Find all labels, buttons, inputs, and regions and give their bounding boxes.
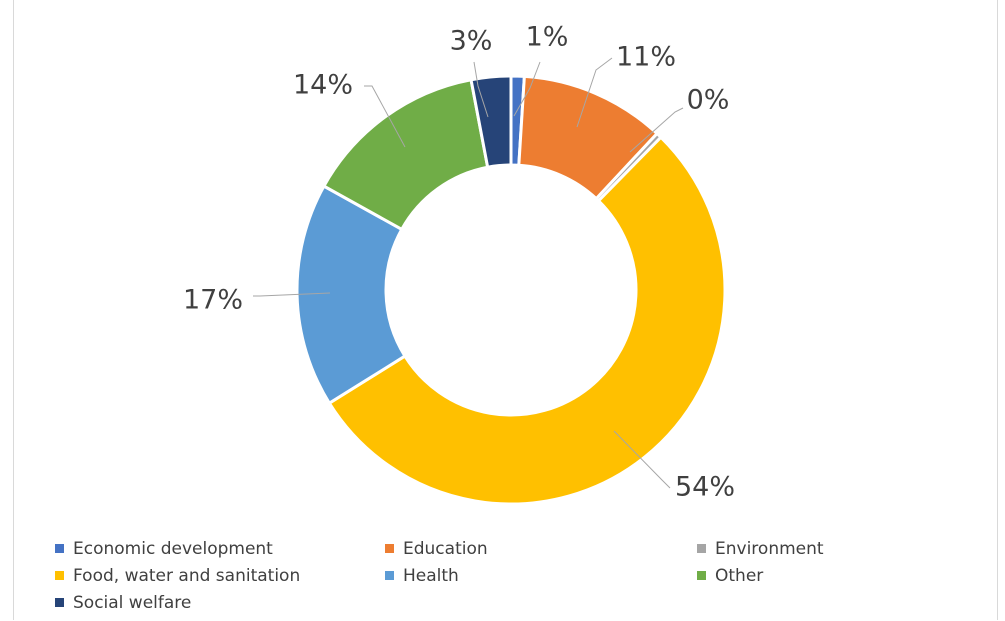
leader-line (253, 292, 331, 297)
data-label: 14% (293, 70, 353, 101)
donut-slices (295, 74, 727, 506)
data-label: 11% (616, 42, 676, 73)
legend-item: Health (385, 564, 697, 587)
data-label: 17% (183, 285, 243, 316)
legend-swatch (385, 544, 394, 553)
donut-slice-social-welfare (469, 74, 513, 169)
leader-lines (253, 57, 684, 489)
legend-label: Environment (715, 538, 824, 559)
legend-item: Other (697, 564, 975, 587)
legend-item: Education (385, 537, 697, 560)
legend-item: Food, water and sanitation (55, 564, 385, 587)
legend-label: Health (403, 565, 459, 586)
donut-slice-food-water-and-sanitation (327, 135, 727, 506)
leader-line (576, 57, 613, 128)
legend-swatch (697, 571, 706, 580)
leader-line (473, 61, 489, 118)
legend-item: Economic development (55, 537, 385, 560)
leader-line (613, 430, 671, 489)
legend-label: Other (715, 565, 764, 586)
legend-swatch (385, 571, 394, 580)
data-label: 0% (687, 85, 730, 116)
legend-item: Social welfare (55, 591, 385, 614)
leader-line (629, 107, 684, 153)
data-labels: 1% 11% 0% 54% 17% 14% 3% (183, 22, 735, 503)
legend-swatch (697, 544, 706, 553)
legend-item: Environment (697, 537, 975, 560)
legend-label: Food, water and sanitation (73, 565, 301, 586)
legend-swatch (55, 598, 64, 607)
chart-area (13, 0, 998, 620)
leader-line (364, 85, 406, 148)
legend-label: Economic development (73, 538, 273, 559)
legend-swatch (55, 544, 64, 553)
legend-label: Education (403, 538, 488, 559)
leader-line (513, 61, 541, 117)
data-label: 54% (675, 472, 735, 503)
legend-label: Social welfare (73, 592, 192, 613)
data-label: 3% (450, 26, 493, 57)
legend-swatch (55, 571, 64, 580)
data-label: 1% (526, 22, 569, 53)
legend: Economic development Education Environment… (55, 537, 975, 614)
